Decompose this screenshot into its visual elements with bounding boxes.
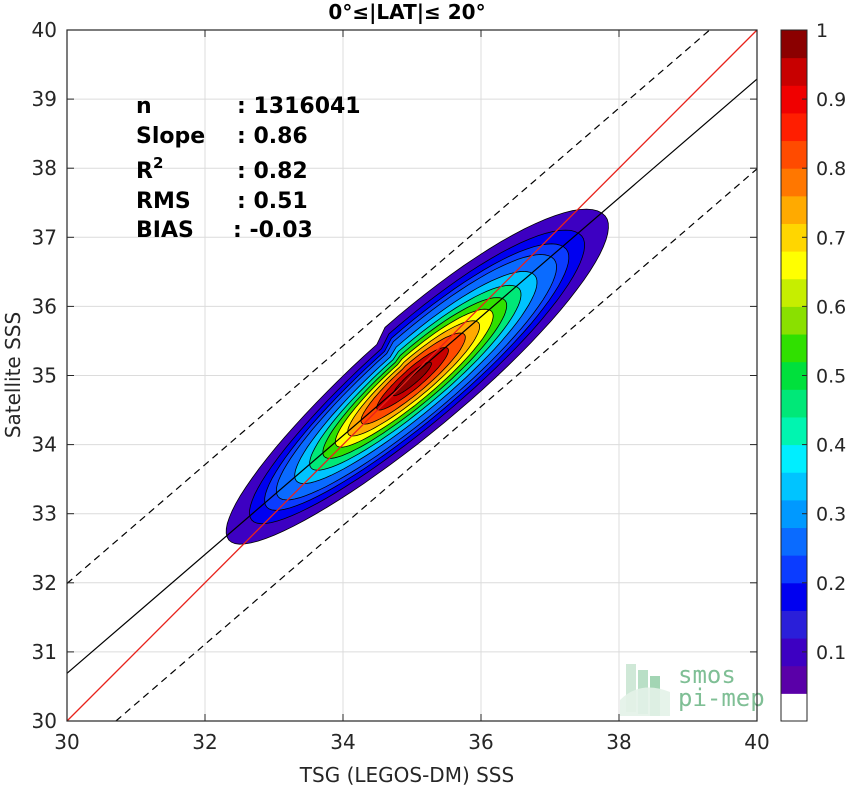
colorbar-swatch [781, 610, 807, 639]
smos-pi-mep-logo: smos pi-mep [620, 661, 765, 716]
colorbar-tick-label: 0.9 [816, 89, 846, 111]
colorbar-swatch [781, 389, 807, 418]
y-tick-label: 30 [32, 709, 57, 733]
stat-value: : 0.86 [237, 124, 308, 149]
stat-value: : -0.03 [233, 218, 313, 243]
colorbar-tick-label: 1 [816, 20, 828, 42]
colorbar-swatch [781, 30, 807, 59]
colorbar-tick-label: 0.8 [816, 158, 846, 180]
x-tick-label: 38 [606, 730, 631, 754]
colorbar-tick-label: 0.5 [816, 366, 846, 388]
lower-bound-line [115, 168, 758, 722]
colorbar-swatch [781, 665, 807, 694]
stat-value: : 1316041 [237, 94, 361, 119]
stat-value: : 0.51 [237, 189, 308, 214]
colorbar-tick-label: 0.3 [816, 504, 846, 526]
colorbar-swatch [781, 251, 807, 280]
colorbar-swatch [781, 693, 807, 722]
y-tick-label: 40 [32, 18, 57, 42]
y-tick-label: 36 [32, 294, 57, 318]
y-tick-label: 39 [32, 87, 57, 111]
colorbar-swatch [781, 112, 807, 142]
upper-bound-line [66, 29, 711, 584]
colorbar-tick-label: 0.2 [816, 573, 846, 595]
colorbar-swatch [781, 334, 807, 363]
y-tick-label: 31 [32, 640, 57, 664]
stat-label: BIAS [136, 218, 194, 243]
logo-text-pimep: pi-mep [678, 684, 765, 712]
colorbar-swatch [781, 582, 807, 611]
stat-superscript: 2 [153, 154, 163, 172]
colorbar-swatch [781, 472, 807, 501]
y-tick-label: 38 [32, 156, 57, 180]
chart-title: 0°≤|LAT|≤ 20° [328, 0, 485, 24]
colorbar-swatch [781, 527, 807, 556]
colorbar-swatch [781, 278, 807, 307]
colorbar: 0.1 0.2 0.3 0.4 0.5 0.6 0.7 0.8 0.9 1 [780, 20, 846, 722]
colorbar-tick-label: 0.4 [816, 435, 846, 457]
reference-lines [66, 29, 758, 722]
colorbar-tick-label: 0.7 [816, 227, 846, 249]
logo-wave-icon [620, 664, 670, 716]
y-tick-label: 35 [32, 364, 57, 388]
identity-line [66, 29, 758, 722]
logo-text-smos: smos [678, 661, 736, 689]
density-contour [392, 361, 432, 397]
y-tick-label: 34 [32, 433, 57, 457]
colorbar-tick-label: 0.6 [816, 296, 846, 318]
stat-label: RMS [136, 189, 191, 214]
colorbar-swatch [781, 168, 807, 197]
colorbar-tick-label: 0.1 [816, 642, 846, 664]
stat-label: n [136, 94, 152, 119]
x-tick-label: 40 [744, 730, 769, 754]
x-tick-label: 30 [54, 730, 79, 754]
axes: 30 32 34 36 38 40 30 31 32 33 34 35 36 37 38 39 40 [32, 18, 770, 754]
colorbar-swatch [781, 416, 807, 446]
colorbar-swatch [781, 444, 807, 473]
stat-value: : 0.82 [237, 159, 308, 184]
y-tick-label: 37 [32, 225, 57, 249]
y-tick-label: 32 [32, 571, 57, 595]
stat-label: Slope [136, 124, 205, 149]
x-axis-label: TSG (LEGOS-DM) SSS [299, 763, 514, 787]
colorbar-swatch [781, 195, 807, 224]
x-tick-label: 34 [330, 730, 355, 754]
y-axis-label: Satellite SSS [1, 312, 25, 438]
colorbar-swatch [781, 140, 807, 169]
y-tick-label: 33 [32, 502, 57, 526]
colorbar-swatch [781, 57, 807, 86]
x-tick-label: 32 [192, 730, 217, 754]
colorbar-swatch [781, 555, 807, 584]
colorbar-swatch [781, 306, 807, 335]
x-tick-label: 36 [468, 730, 493, 754]
